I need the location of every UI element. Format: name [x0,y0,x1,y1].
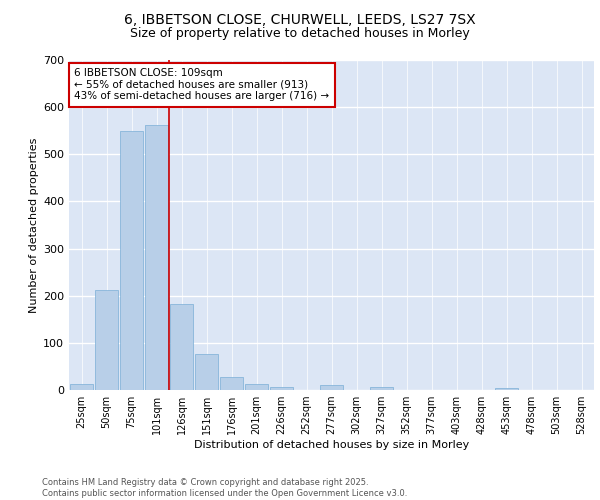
Bar [370,386,393,390]
Bar [195,354,218,390]
Bar [95,290,118,390]
Bar [145,125,168,390]
Y-axis label: Number of detached properties: Number of detached properties [29,138,39,312]
Text: Size of property relative to detached houses in Morley: Size of property relative to detached ho… [130,28,470,40]
Bar [220,377,243,390]
X-axis label: Distribution of detached houses by size in Morley: Distribution of detached houses by size … [194,440,469,450]
Bar [320,386,343,390]
Text: Contains HM Land Registry data © Crown copyright and database right 2025.
Contai: Contains HM Land Registry data © Crown c… [42,478,407,498]
Bar [120,130,143,390]
Bar [170,304,193,390]
Bar [70,384,93,390]
Bar [245,384,268,390]
Text: 6, IBBETSON CLOSE, CHURWELL, LEEDS, LS27 7SX: 6, IBBETSON CLOSE, CHURWELL, LEEDS, LS27… [124,12,476,26]
Bar [495,388,518,390]
Bar [270,386,293,390]
Text: 6 IBBETSON CLOSE: 109sqm
← 55% of detached houses are smaller (913)
43% of semi-: 6 IBBETSON CLOSE: 109sqm ← 55% of detach… [74,68,329,102]
